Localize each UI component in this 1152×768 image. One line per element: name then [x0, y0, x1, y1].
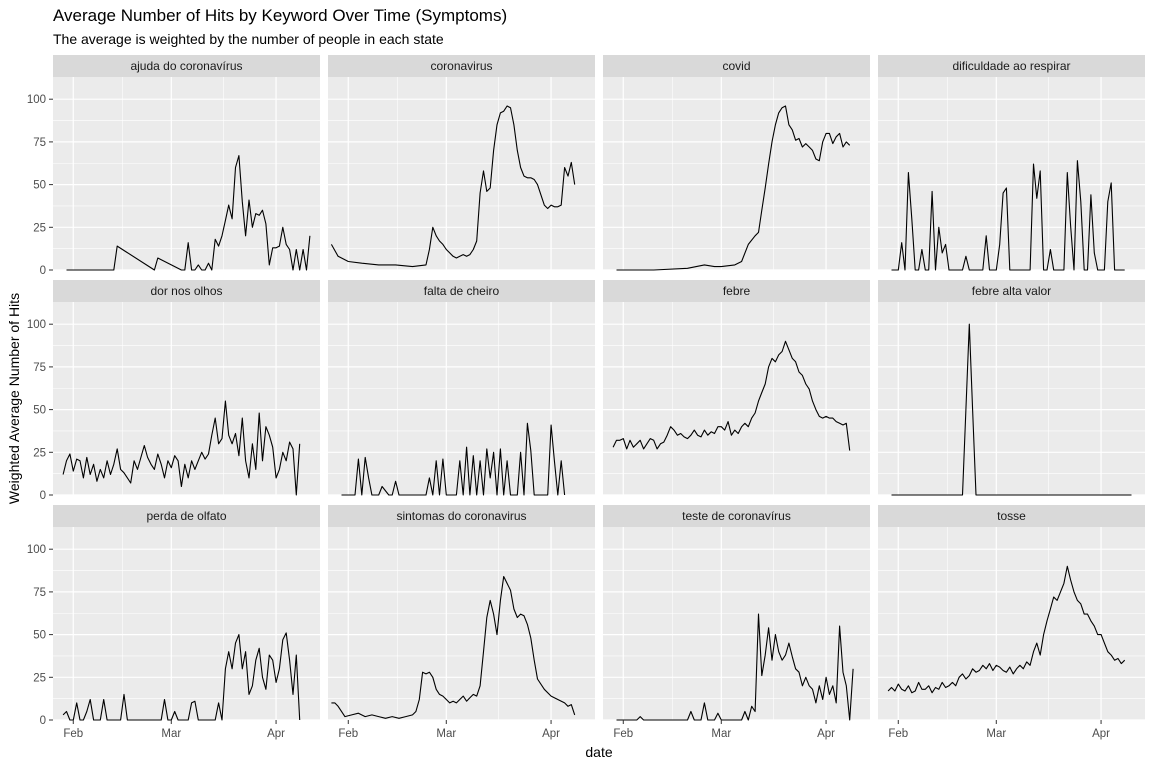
y-tick-label: 100 [27, 544, 46, 556]
panel-background [878, 527, 1145, 720]
y-tick-label: 50 [33, 405, 46, 417]
facet-strip-label: teste de coronavírus [682, 509, 791, 523]
y-tick-label: 50 [33, 180, 46, 192]
facet-strip-label: coronavirus [430, 59, 492, 73]
facet-strip-label: perda de olfato [146, 509, 226, 523]
y-tick-label: 0 [40, 490, 46, 502]
y-tick-label: 25 [33, 672, 46, 684]
y-tick-label: 25 [33, 447, 46, 459]
facet-panel: covid [603, 55, 870, 270]
panel-background [328, 77, 595, 270]
y-tick-label: 0 [40, 715, 46, 727]
y-axis-title: Weighted Average Number of Hits [6, 293, 22, 504]
facet-panel: febre alta valor [878, 280, 1145, 495]
facet-panel: falta de cheiro [328, 280, 595, 495]
facet-strip-label: covid [722, 59, 750, 73]
facet-panel: sintomas do coronavirus Feb Mar Apr [328, 505, 595, 740]
facet-panel: dificuldade ao respirar [878, 55, 1145, 270]
facet-panel: perda de olfato 0 25 50 75 100 Feb Mar Apr [27, 505, 320, 740]
x-tick-label: Mar [161, 728, 181, 740]
panel-background [878, 77, 1145, 270]
y-tick-label: 100 [27, 94, 46, 106]
facet-panel: ajuda do coronavírus 0 25 50 75 100 [27, 55, 320, 277]
x-tick-label: Apr [267, 728, 285, 740]
facet-strip-label: febre alta valor [972, 284, 1051, 298]
panel-background [53, 527, 320, 720]
panel-background [603, 302, 870, 495]
panel-background [878, 302, 1145, 495]
x-tick-label: Mar [986, 728, 1006, 740]
facet-strip-label: sintomas do coronavirus [396, 509, 526, 523]
x-tick-label: Feb [338, 728, 358, 740]
facet-panel: teste de coronavírus Feb Mar Apr [603, 505, 870, 740]
x-tick-label: Mar [711, 728, 731, 740]
y-tick-label: 75 [33, 362, 46, 374]
y-tick-label: 0 [40, 265, 46, 277]
y-tick-label: 50 [33, 630, 46, 642]
facet-strip-label: dificuldade ao respirar [952, 59, 1070, 73]
y-tick-label: 100 [27, 319, 46, 331]
facet-panel: febre [603, 280, 870, 495]
facet-strip-label: falta de cheiro [424, 284, 500, 298]
x-tick-label: Mar [436, 728, 456, 740]
x-axis-title: date [585, 744, 612, 760]
y-tick-label: 75 [33, 587, 46, 599]
x-tick-label: Feb [888, 728, 908, 740]
x-tick-label: Apr [1092, 728, 1110, 740]
x-tick-label: Feb [613, 728, 633, 740]
facet-panel: coronavirus [328, 55, 595, 270]
facet-strip-label: ajuda do coronavírus [130, 59, 242, 73]
x-tick-label: Apr [542, 728, 560, 740]
facet-panel: dor nos olhos 0 25 50 75 100 [27, 280, 320, 502]
facet-strip-label: tosse [997, 509, 1026, 523]
x-tick-label: Apr [817, 728, 835, 740]
y-tick-label: 75 [33, 137, 46, 149]
facet-panel: tosse Feb Mar Apr [878, 505, 1145, 740]
x-tick-label: Feb [63, 728, 83, 740]
y-tick-label: 25 [33, 222, 46, 234]
facet-strip-label: febre [723, 284, 751, 298]
facet-strip-label: dor nos olhos [150, 284, 222, 298]
panel-background [603, 527, 870, 720]
panel-background [328, 527, 595, 720]
panel-background [603, 77, 870, 270]
